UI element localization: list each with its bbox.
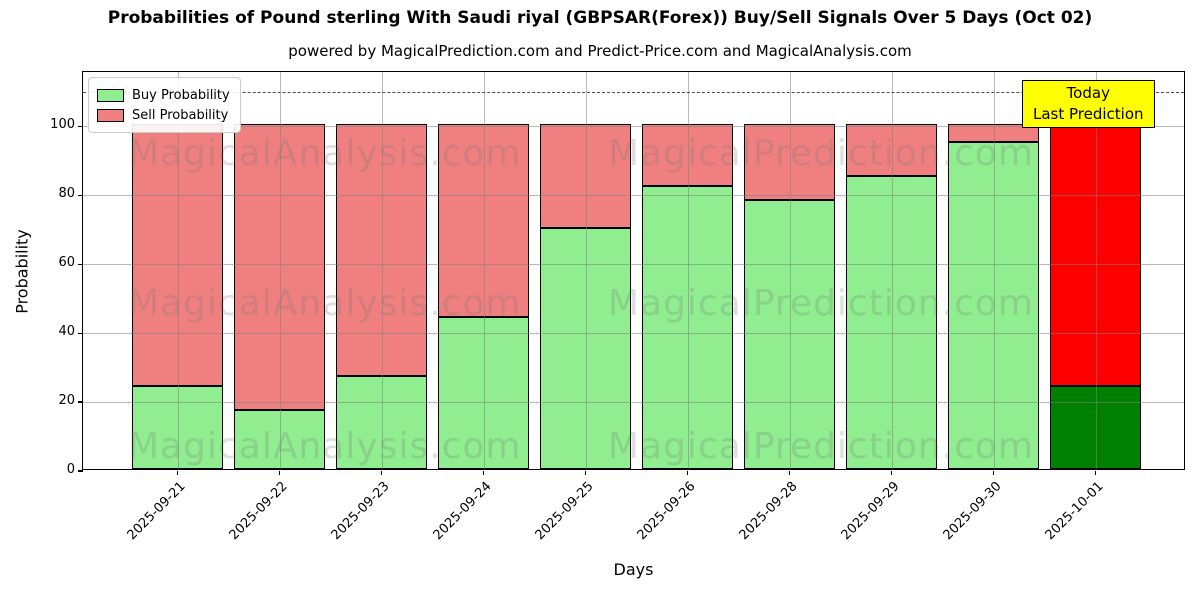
y-tick-label: 40 [58,324,75,340]
x-tick [992,471,995,475]
y-tick [78,401,83,403]
y-tick [78,125,83,128]
y-tick [78,332,83,334]
x-tick [482,471,485,475]
grid-line-vertical [687,72,689,469]
grid-line-vertical [993,72,995,469]
x-tick [686,471,689,475]
legend-item-sell: Sell Probability [97,105,230,125]
legend-swatch-sell [97,108,124,122]
y-tick-label: 100 [50,117,75,133]
grid-line-horizontal [83,402,1184,404]
x-tick [278,471,281,475]
watermark-text: MagicalAnalysis.com [128,283,522,324]
y-axis-label: Probability [12,229,32,314]
watermark-text: MagicalAnalysis.com [128,426,522,467]
x-tick [380,471,383,475]
y-tick-label: 20 [58,393,75,409]
x-tick [584,471,587,475]
x-tick [890,471,893,475]
grid-line-horizontal [83,264,1184,266]
watermark-text: MagicalPrediction.com [608,283,1034,324]
legend-swatch-buy [97,88,124,102]
today-annotation-line2: Last Prediction [1033,105,1144,123]
x-tick [176,471,179,475]
x-tick [788,471,791,475]
y-tick [78,194,83,196]
grid-line-vertical [177,72,179,469]
watermark-text: MagicalAnalysis.com [128,133,522,174]
dashed-threshold-line [83,91,1184,93]
chart-title: Probabilities of Pound sterling With Sau… [107,8,1093,28]
y-tick-label: 60 [58,255,75,271]
y-tick [78,470,83,472]
today-annotation: Today Last Prediction [1022,80,1155,128]
grid-line-vertical [585,72,587,469]
plot-area: 0 20 40 60 80 100 2025-09-21 2025-09-22 2025-09-… [50,71,1185,543]
legend-label-sell: Sell Probability [132,107,229,123]
y-tick-label: 0 [66,462,75,477]
grid-line-horizontal [83,333,1184,335]
grid-line-vertical [891,72,893,469]
watermark-text: MagicalPrediction.com [608,426,1034,467]
legend-label-buy: Buy Probability [132,87,230,103]
y-tick [78,263,83,265]
chart-subtitle: powered by MagicalPrediction.com and Pre… [288,42,912,60]
today-annotation-line1: Today [1066,84,1110,102]
grid-line-vertical [279,72,281,469]
watermark-text: MagicalPrediction.com [608,133,1034,174]
grid-line-horizontal [83,126,1184,128]
grid-line-vertical [483,72,485,469]
grid-line-vertical [789,72,791,469]
legend: Buy Probability Sell Probability [88,77,241,133]
x-axis-label: Days [613,560,654,579]
grid-line-vertical [381,72,383,469]
grid-line-horizontal [83,195,1184,197]
y-tick-label: 80 [58,186,75,202]
legend-item-buy: Buy Probability [97,85,230,105]
x-tick [1094,471,1097,475]
grid-line-vertical [1095,72,1097,469]
